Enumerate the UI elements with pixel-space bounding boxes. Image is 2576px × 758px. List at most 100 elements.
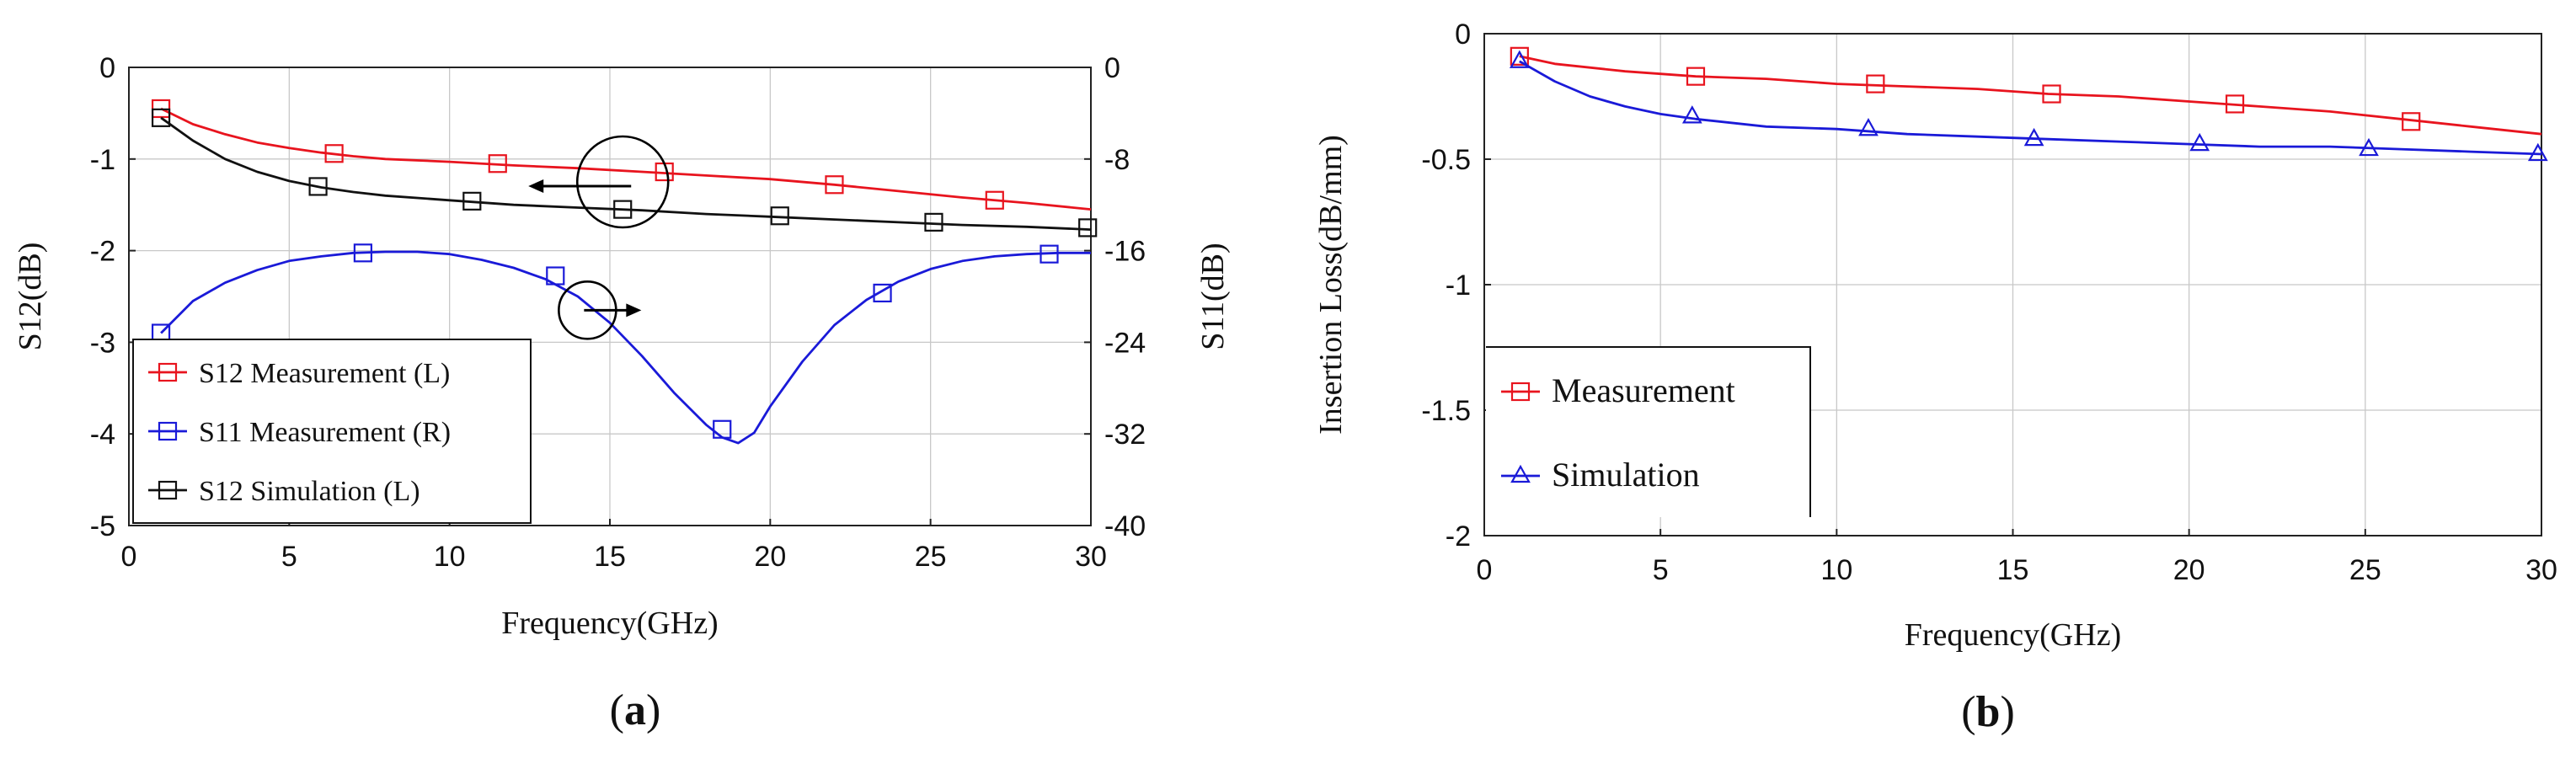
x-tick-label: 0 [121, 541, 137, 573]
x-tick-label: 25 [915, 541, 947, 573]
data-point [770, 206, 789, 226]
legend-label: S12 Measurement (L) [199, 358, 450, 389]
data-point [924, 212, 943, 232]
data-point [1686, 67, 1706, 86]
x-tick-label: 30 [2525, 554, 2557, 586]
annotation-circle-arrow [528, 135, 670, 229]
annotation-arrowhead [528, 179, 544, 193]
y2-tick-label: -8 [1104, 144, 1130, 176]
data-point [613, 200, 633, 219]
y-tick-label: -1 [1446, 270, 1471, 302]
legend-label: Measurement [1552, 371, 1735, 409]
caption-paren-close: ) [2000, 688, 2014, 736]
y-tick-label: -2 [90, 236, 115, 268]
data-point [1866, 74, 1885, 93]
x-tick-label: 10 [434, 541, 466, 573]
y2-tick-label: 0 [1104, 52, 1120, 84]
x-tick-label: 15 [1997, 554, 2029, 586]
annotation-circle-arrow [558, 280, 642, 340]
y-axis-label: Insertion Loss(dB/mm) [1313, 135, 1349, 435]
data-point [2225, 94, 2245, 114]
series-line [160, 250, 1091, 445]
y-axis-label: S12(dB) [13, 243, 48, 351]
data-point [546, 266, 565, 286]
y2-axis-label: S11(dB) [1195, 243, 1231, 350]
caption-paren-open: ( [610, 686, 624, 734]
data-point [353, 243, 372, 263]
y2-tick-label: -24 [1104, 327, 1146, 359]
x-tick-label: 20 [754, 541, 786, 573]
data-point [1681, 105, 1702, 124]
legend-item: S11 Measurement (R) [148, 417, 451, 448]
data-point [825, 175, 844, 195]
x-tick-label: 0 [1477, 554, 1493, 586]
data-point [2042, 84, 2061, 104]
legend-item: S12 Simulation (L) [148, 476, 420, 507]
series-line [1519, 55, 2542, 136]
x-tick-label: 15 [594, 541, 626, 573]
legend-item: Measurement [1501, 371, 1735, 409]
y-tick-label: 0 [1455, 19, 1471, 51]
data-point [308, 177, 328, 196]
legend-marker [1510, 464, 1531, 483]
series-line [160, 116, 1092, 231]
y-tick-label: 0 [99, 52, 115, 84]
data-point [985, 190, 1004, 210]
y-tick-label: -4 [90, 419, 115, 451]
legend-marker [158, 362, 178, 382]
y-tick-label: -5 [90, 510, 115, 542]
legend-item: Simulation [1501, 456, 1700, 494]
data-point [2189, 132, 2210, 152]
data-point [1510, 46, 1529, 66]
legend-label: S11 Measurement (R) [199, 417, 451, 448]
panel-caption: (a) [610, 686, 661, 734]
series-line [160, 107, 1092, 211]
data-point [2023, 127, 2044, 147]
caption-paren-open: ( [1961, 688, 1975, 736]
data-point [324, 144, 344, 163]
y-tick-label: -2 [1446, 520, 1471, 552]
series-measurement [1510, 46, 2542, 136]
data-point [2527, 142, 2548, 162]
legend-marker [158, 421, 178, 441]
data-point [488, 154, 507, 173]
legend-background [1486, 347, 1810, 517]
annotation-arrowhead [626, 303, 642, 318]
data-point [713, 419, 732, 439]
x-tick-label: 5 [281, 541, 297, 573]
x-axis-label: Frequency(GHz) [1905, 617, 2121, 653]
series-s11-measurement-r [151, 243, 1091, 445]
y-tick-label: -0.5 [1421, 144, 1471, 176]
data-point [873, 283, 892, 303]
x-tick-label: 25 [2349, 554, 2381, 586]
data-point [151, 108, 171, 127]
y-tick-label: -1.5 [1421, 395, 1471, 427]
x-axis-label: Frequency(GHz) [501, 606, 718, 641]
x-tick-label: 30 [1075, 541, 1107, 573]
series-line [1519, 60, 2542, 156]
panel-caption: (b) [1961, 688, 2015, 736]
data-point [1509, 50, 1530, 68]
legend: Measurement Simulation [1486, 346, 1811, 517]
x-tick-label: 20 [2173, 554, 2205, 586]
x-tick-label: 5 [1653, 554, 1669, 586]
x-tick-label: 10 [1820, 554, 1852, 586]
data-point [1039, 244, 1059, 264]
panel-caption-text: (a) [610, 686, 661, 734]
legend-label: S12 Simulation (L) [199, 476, 420, 507]
y2-tick-label: -32 [1104, 419, 1146, 451]
legend-label: Simulation [1552, 456, 1700, 494]
series-simulation [1509, 50, 2548, 162]
series-s12-measurement-l [151, 99, 1092, 211]
y2-tick-label: -16 [1104, 236, 1146, 268]
caption-letter: b [1976, 688, 2001, 736]
series-s12-simulation-l [151, 108, 1098, 238]
data-point [2359, 137, 2379, 157]
legend-marker [158, 480, 178, 500]
data-point [1858, 117, 1879, 136]
panel-a: 0 5 10 15 20 25 300-1-2-3-4-50-8-16-24-32-40Fr… [13, 52, 1231, 734]
legend: S12 Measurement (L) S11 Measurement (R) S1… [132, 339, 532, 524]
annotation-circle [575, 135, 670, 229]
panel-b: 0 5 10 15 20 25 30 0 -0.5 -1 -1.5 -2 Frequency(GHz) I… [1313, 19, 2557, 736]
